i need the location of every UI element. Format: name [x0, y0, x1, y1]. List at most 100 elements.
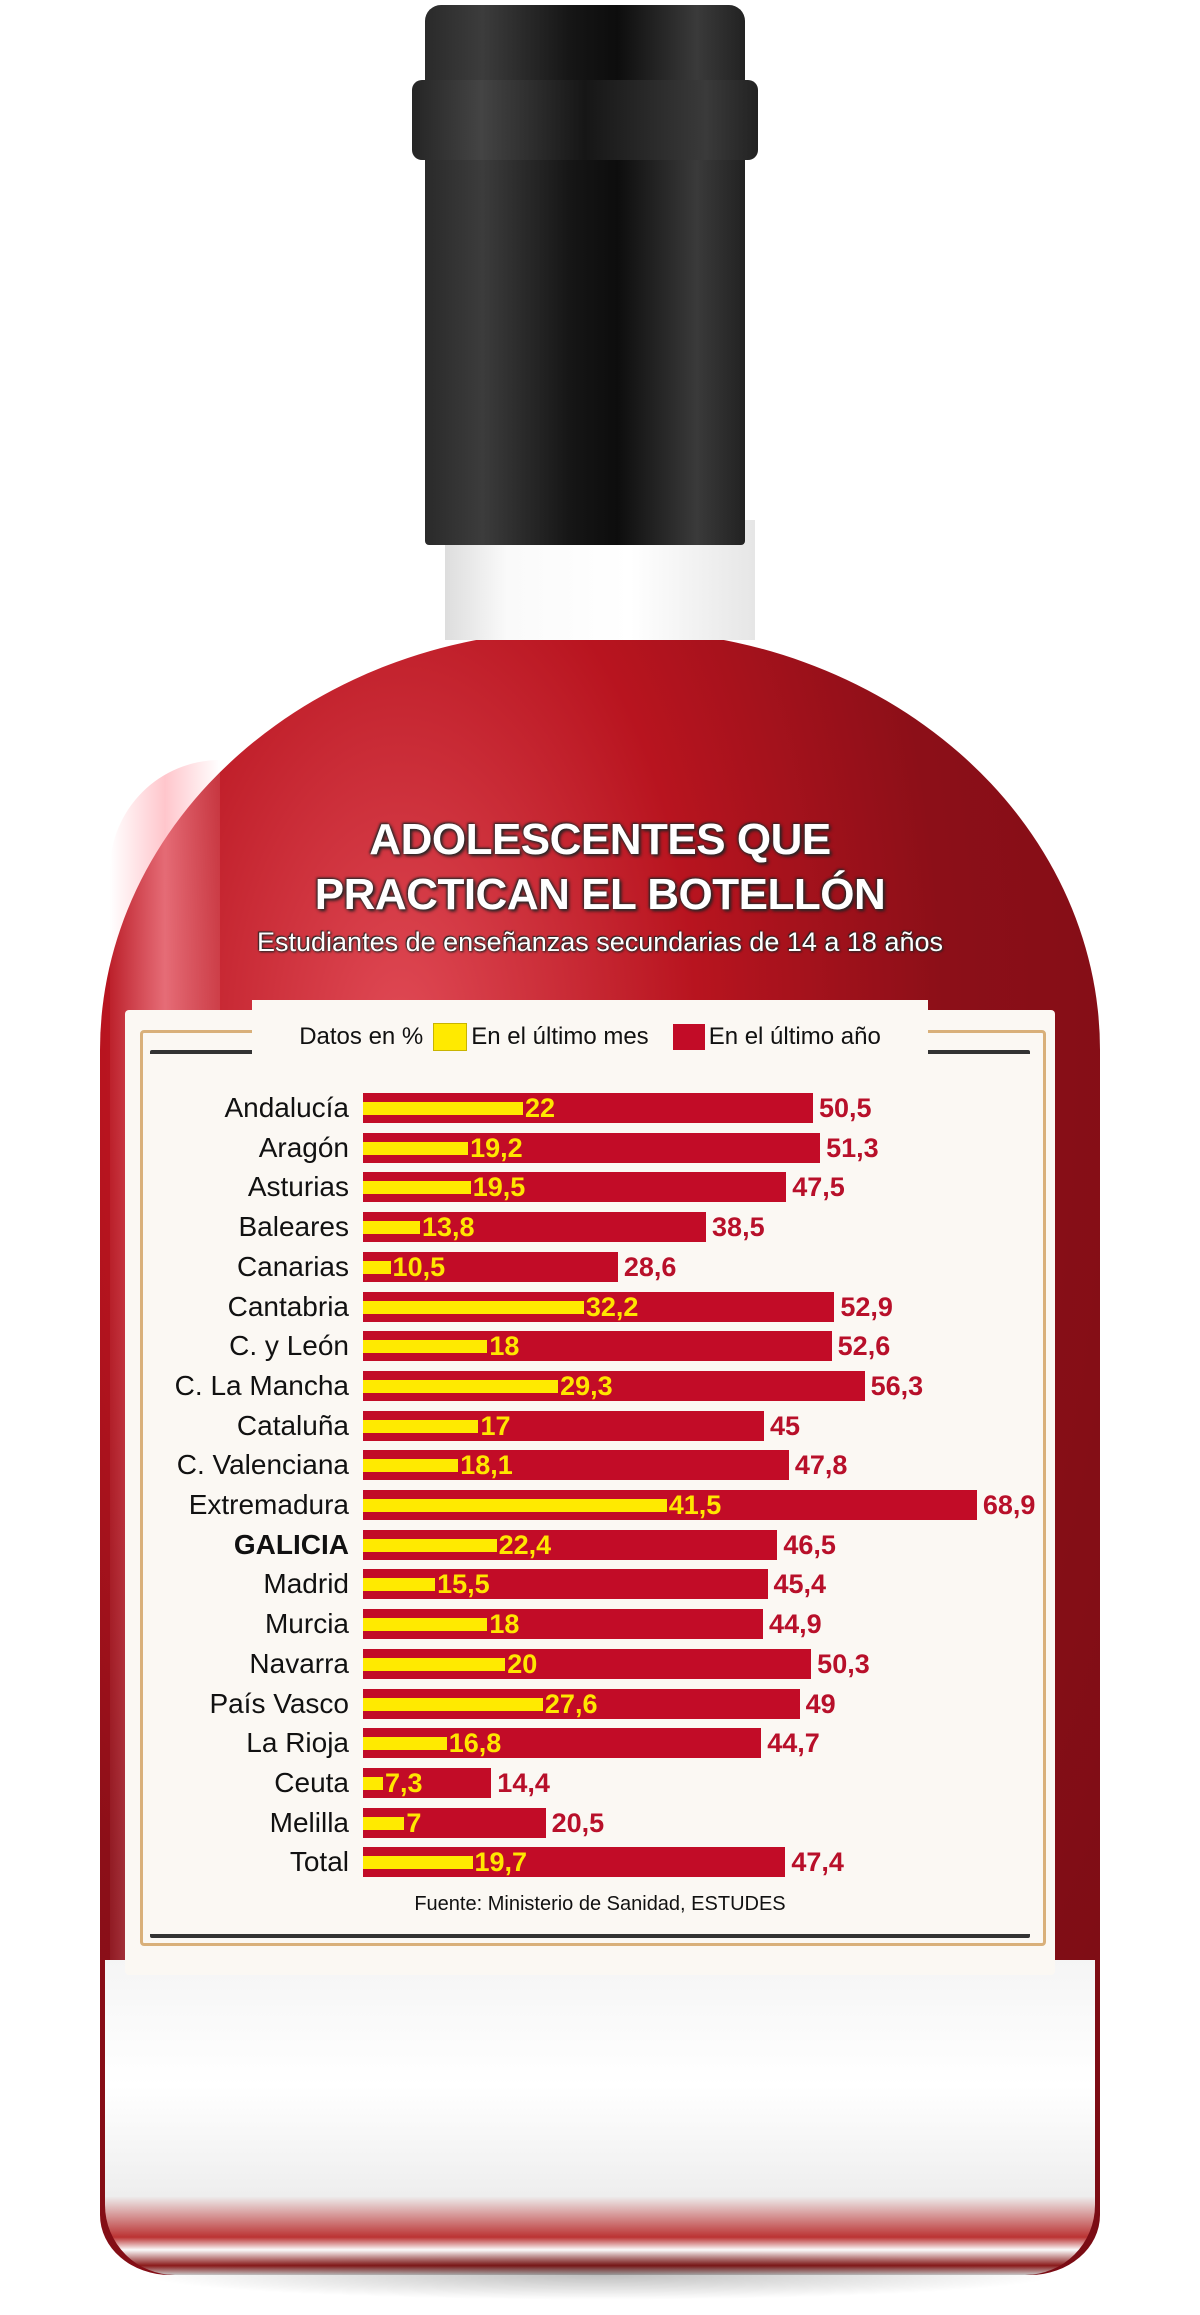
chart-row: Andalucía 22 50,5 [0, 1090, 1200, 1126]
value-month: 18 [489, 1331, 520, 1362]
bar-month [363, 1300, 584, 1314]
value-month: 7 [406, 1807, 422, 1838]
value-year: 52,9 [840, 1291, 893, 1322]
row-label: Melilla [269, 1806, 349, 1838]
bar-month [363, 1459, 459, 1473]
chart-row: Extremadura 41,5 68,9 [0, 1487, 1200, 1523]
row-label: Madrid [263, 1568, 349, 1600]
legend-label-month: En el último mes [471, 1023, 649, 1050]
value-month: 18 [489, 1609, 520, 1640]
row-label: Ceuta [274, 1766, 349, 1798]
chart-row: Total 19,7 47,4 [0, 1844, 1200, 1880]
chart-row: Melilla 7 20,5 [0, 1805, 1200, 1841]
value-month: 17 [480, 1410, 511, 1441]
value-year: 50,5 [818, 1093, 872, 1123]
row-label: C. Valenciana [176, 1449, 349, 1481]
bar-month [363, 1538, 497, 1552]
chart-row: Cantabria 32,2 52,9 [0, 1289, 1200, 1325]
row-label: Murcia [264, 1608, 349, 1640]
value-year: 14,4 [497, 1767, 550, 1798]
value-month: 18,1 [460, 1450, 513, 1481]
value-year: 68,9 [982, 1490, 1036, 1520]
chart-row: C. Valenciana 18,1 47,8 [0, 1447, 1200, 1483]
bar-month [363, 1260, 391, 1274]
bar-month [363, 1657, 506, 1671]
value-month: 15,5 [437, 1569, 490, 1600]
value-year: 50,3 [817, 1648, 870, 1679]
value-year: 47,8 [794, 1450, 848, 1481]
bar-month [363, 1816, 405, 1830]
value-year: 38,5 [712, 1212, 765, 1243]
bar-year [363, 1251, 618, 1282]
chart-title-line1: ADOLESCENTES QUE [369, 815, 831, 864]
value-year: 56,3 [870, 1370, 924, 1401]
value-year: 44,9 [769, 1609, 822, 1640]
row-label: Baleares [238, 1211, 349, 1243]
chart-row: Asturias 19,5 47,5 [0, 1169, 1200, 1205]
bar-month [363, 1181, 471, 1195]
value-year: 28,6 [623, 1251, 677, 1282]
chart-legend: Datos en % En el último mes En el último… [252, 1000, 928, 1074]
legend-item-month: En el último mes [433, 1023, 649, 1051]
bar-year [363, 1767, 492, 1798]
bottle-cap-ring [412, 80, 758, 160]
bar-month [363, 1340, 488, 1354]
row-label: La Rioja [246, 1727, 349, 1759]
bar-month [363, 1737, 447, 1751]
value-month: 41,5 [668, 1490, 722, 1520]
row-label: Asturias [247, 1171, 349, 1203]
legend-label-year: En el último año [708, 1023, 881, 1050]
bottle-base [105, 1960, 1095, 2275]
chart-source: Fuente: Ministerio de Sanidad, ESTUDES [414, 1893, 786, 1915]
row-label: Extremadura [188, 1489, 349, 1520]
value-month: 32,2 [585, 1291, 639, 1322]
value-year: 46,5 [783, 1529, 836, 1560]
row-label: Cantabria [227, 1290, 349, 1322]
value-month: 22,4 [498, 1529, 552, 1560]
chart-subtitle: Estudiantes de enseñanzas secundarias de… [257, 927, 943, 957]
chart-row: Navarra 20 50,3 [0, 1646, 1200, 1682]
chart-row: C. La Mancha 29,3 56,3 [0, 1368, 1200, 1404]
row-label: Canarias [236, 1250, 349, 1282]
value-month: 22 [525, 1093, 556, 1123]
chart-row: Canarias 10,5 28,6 [0, 1249, 1200, 1285]
bar-month [363, 1618, 488, 1632]
bar-month [363, 1419, 479, 1433]
chart-row: Madrid 15,5 45,4 [0, 1566, 1200, 1602]
value-year: 45,4 [773, 1569, 827, 1600]
value-month: 16,8 [448, 1728, 502, 1759]
bar-month [363, 1776, 383, 1790]
bar-month [363, 1102, 524, 1115]
chart-row: Aragón 19,2 51,3 [0, 1130, 1200, 1166]
value-month: 13,8 [421, 1212, 475, 1243]
value-month: 10,5 [392, 1251, 446, 1282]
row-label: C. La Mancha [174, 1369, 349, 1401]
chart-row: La Rioja 16,8 44,7 [0, 1725, 1200, 1761]
value-month: 19,7 [474, 1847, 528, 1878]
row-label: Aragón [258, 1131, 349, 1163]
bar-month [363, 1578, 436, 1592]
bar-month [363, 1856, 473, 1870]
bar-year [363, 1212, 707, 1243]
chart-row: Ceuta 7,3 14,4 [0, 1765, 1200, 1801]
chart-row: País Vasco 27,6 49 [0, 1686, 1200, 1722]
value-month: 20 [507, 1648, 538, 1679]
bar-month [363, 1379, 559, 1393]
bar-month [363, 1499, 667, 1512]
value-month: 7,3 [385, 1767, 423, 1798]
chart-row: Baleares 13,8 38,5 [0, 1209, 1200, 1245]
legend-swatch-red [672, 1024, 705, 1050]
row-label: Andalucía [224, 1092, 349, 1123]
value-year: 49 [805, 1688, 836, 1719]
row-label: Total [289, 1846, 349, 1878]
value-year: 52,6 [837, 1331, 891, 1362]
bar-month [363, 1141, 469, 1155]
bar-month [363, 1697, 543, 1711]
value-month: 29,3 [560, 1370, 613, 1401]
chart-title-line2: PRACTICAN EL BOTELLÓN [314, 870, 886, 919]
value-month: 19,5 [472, 1172, 526, 1203]
value-year: 47,4 [791, 1847, 844, 1878]
legend-swatch-yellow [433, 1023, 468, 1051]
chart-row: C. y León 18 52,6 [0, 1328, 1200, 1364]
chart-row: Murcia 18 44,9 [0, 1606, 1200, 1642]
